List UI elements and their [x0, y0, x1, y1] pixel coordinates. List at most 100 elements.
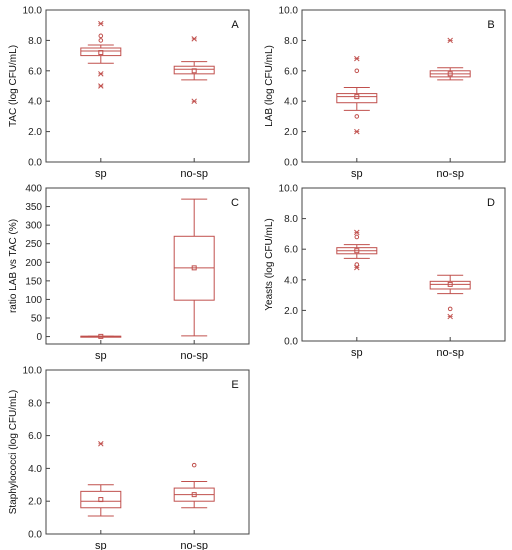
x-tick-label: no-sp	[180, 540, 208, 550]
y-tick-label: 350	[25, 202, 42, 213]
x-tick-label: sp	[95, 350, 107, 362]
outlier-point	[354, 262, 360, 267]
box-sp	[80, 20, 122, 89]
outlier-point	[98, 38, 104, 43]
box-sp	[80, 441, 122, 517]
y-tick-label: 0.0	[284, 337, 298, 348]
y-tick-label: 8.0	[28, 36, 42, 47]
y-axis-label: TAC (log CFU/mL)	[8, 45, 19, 127]
y-tick-label: 4.0	[28, 97, 42, 108]
outlier-point	[98, 33, 104, 39]
panel-label: B	[487, 19, 494, 31]
x-tick-label: no-sp	[436, 168, 464, 180]
y-tick-label: 0	[36, 332, 42, 343]
x-tick-label: sp	[95, 168, 107, 180]
y-tick-label: 10.0	[279, 6, 299, 17]
extreme-point	[98, 20, 104, 27]
mean-marker	[354, 94, 360, 100]
y-tick-label: 300	[25, 221, 42, 232]
mean-marker	[354, 248, 360, 254]
y-tick-label: 10.0	[279, 184, 299, 195]
x-tick-label: sp	[351, 347, 363, 359]
box-iqr	[173, 65, 215, 75]
chart-panel-b: 0.0 2.0 4.0 6.0 8.0 10.0 LAB (log CFU/mL) Bsp no…	[264, 6, 506, 180]
y-tick-label: 2.0	[284, 127, 298, 138]
box-no-sp	[173, 36, 215, 104]
mean-marker	[98, 50, 104, 56]
extreme-point	[354, 55, 360, 62]
y-tick-label: 6.0	[284, 245, 298, 256]
y-tick-label: 100	[25, 295, 42, 306]
box-sp	[80, 333, 122, 339]
y-axis-label: Yeasts (log CFU/mL)	[264, 218, 275, 310]
y-axis-label: LAB (log CFU/mL)	[264, 45, 275, 127]
panel-label: A	[231, 19, 239, 31]
x-tick-label: no-sp	[436, 347, 464, 359]
plot-frame	[301, 187, 506, 342]
chart-panel-e: 0.0 2.0 4.0 6.0 8.0 10.0 Staphylococci (log CF…	[8, 366, 250, 550]
y-tick-label: 400	[25, 184, 42, 195]
panel-label: E	[231, 379, 238, 391]
y-tick-label: 4.0	[28, 464, 42, 475]
y-tick-label: 6.0	[28, 66, 42, 77]
x-tick-label: no-sp	[180, 350, 208, 362]
plot-frame	[45, 187, 250, 345]
mean-marker	[98, 333, 104, 339]
box-no-sp	[429, 274, 471, 320]
chart-panel-d: 0.0 2.0 4.0 6.0 8.0 10.0 Yeasts (log CFU/mL) Ds…	[264, 184, 506, 359]
panel-label: C	[231, 197, 239, 209]
y-tick-label: 4.0	[284, 275, 298, 286]
box-iqr	[429, 280, 471, 290]
outlier-point	[191, 462, 197, 468]
chart-panel-c: 0 50 100 150 200 250 300 350 400 ratio LAB vs TAC…	[8, 184, 250, 362]
extreme-point	[447, 37, 453, 44]
plot-frame	[301, 9, 506, 163]
x-tick-label: no-sp	[180, 168, 208, 180]
box-iqr	[336, 93, 378, 104]
mean-marker	[191, 265, 197, 271]
y-tick-label: 2.0	[28, 127, 42, 138]
plot-frame	[45, 9, 250, 163]
y-tick-label: 8.0	[28, 398, 42, 409]
y-tick-label: 10.0	[23, 366, 43, 377]
y-tick-label: 6.0	[284, 66, 298, 77]
outlier-point	[354, 114, 360, 119]
outlier-point	[354, 234, 360, 240]
outlier-point	[447, 306, 453, 312]
x-tick-label: sp	[95, 540, 107, 550]
y-tick-label: 10.0	[23, 6, 43, 17]
extreme-point	[447, 313, 453, 320]
y-tick-label: 8.0	[284, 36, 298, 47]
panel-label: D	[487, 197, 495, 209]
y-tick-label: 50	[31, 314, 43, 325]
y-tick-label: 6.0	[28, 431, 42, 442]
box-sp	[336, 55, 378, 135]
y-tick-label: 4.0	[284, 97, 298, 108]
mean-marker	[191, 492, 197, 498]
y-axis-label: ratio LAB vs TAC (%)	[8, 219, 19, 313]
box-no-sp	[173, 462, 215, 509]
y-tick-label: 150	[25, 276, 42, 287]
y-tick-label: 250	[25, 239, 42, 250]
box-no-sp	[429, 37, 471, 81]
mean-marker	[447, 281, 453, 287]
extreme-point	[354, 264, 360, 271]
extreme-point	[354, 229, 360, 236]
y-axis-label: Staphylococci (log CFU/mL)	[8, 390, 19, 514]
y-tick-label: 2.0	[284, 306, 298, 317]
extreme-point	[98, 441, 104, 447]
mean-marker	[447, 71, 453, 77]
extreme-point	[354, 128, 360, 135]
outlier-point	[354, 68, 360, 74]
y-tick-label: 0.0	[28, 158, 42, 169]
box-iqr	[80, 47, 122, 57]
extreme-point	[98, 83, 104, 89]
mean-marker	[98, 497, 104, 503]
plot-frame	[45, 369, 250, 535]
y-tick-label: 0.0	[28, 530, 42, 541]
y-tick-label: 0.0	[284, 158, 298, 169]
chart-panel-a: 0.0 2.0 4.0 6.0 8.0 10.0 TAC (log CFU/mL) Asp no…	[8, 6, 250, 180]
extreme-point	[191, 36, 197, 42]
extreme-point	[98, 71, 104, 77]
